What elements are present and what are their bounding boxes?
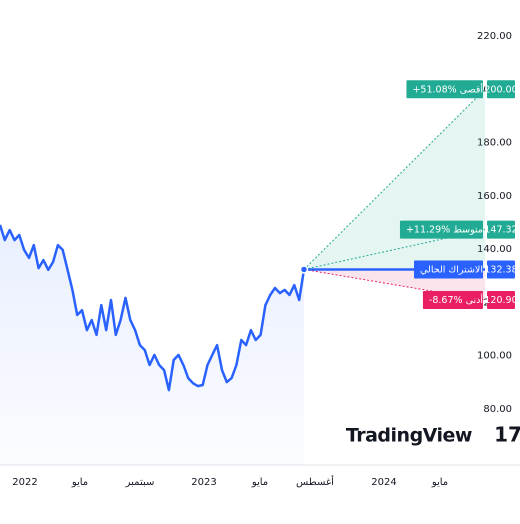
y-tick-label: 220.00 xyxy=(477,31,512,42)
value-box xyxy=(487,80,515,99)
tag-box xyxy=(399,220,483,239)
x-tick-label: 2022 xyxy=(12,477,37,488)
y-tick-label: 100.00 xyxy=(477,351,512,362)
target-line xyxy=(303,229,486,270)
price-area xyxy=(0,224,304,465)
y-tick-label: 80.00 xyxy=(483,404,512,415)
brand-logo: 17 xyxy=(494,423,520,447)
tag-label: +51.08% أقصى xyxy=(412,82,483,95)
value-box xyxy=(487,220,515,239)
price-line xyxy=(0,224,306,392)
y-tick-label: 180.00 xyxy=(477,138,512,149)
value-label: 147.32 xyxy=(484,225,517,236)
x-tick-label: سبتمبر xyxy=(125,477,155,488)
x-tick-label: مايو xyxy=(431,477,448,488)
tag-label: الاشتراك الحالي xyxy=(420,264,483,275)
tag-box xyxy=(422,291,483,310)
x-tick-label: 2024 xyxy=(371,477,396,488)
value-label: 200.00 xyxy=(484,84,517,95)
value-box xyxy=(487,291,515,310)
x-tick-label: 2023 xyxy=(191,477,216,488)
tag-label: +11.29% متوسط xyxy=(406,225,483,236)
last-point xyxy=(299,265,309,274)
tag-label: -8.67% أدنى xyxy=(429,293,483,306)
target-line xyxy=(303,88,486,270)
y-tick-label: 140.00 xyxy=(477,244,512,255)
brand: TradingView xyxy=(346,425,472,447)
value-label: 132.38 xyxy=(484,264,517,275)
x-tick-label: أغسطس xyxy=(296,475,334,488)
tag-box xyxy=(414,260,483,279)
value-label: 120.90 xyxy=(484,295,517,306)
x-tick-label: مايو xyxy=(251,477,268,488)
value-box xyxy=(487,260,515,279)
tag-box xyxy=(406,80,483,99)
x-tick-label: مايو xyxy=(71,477,88,488)
y-tick-label: 160.00 xyxy=(477,191,512,202)
